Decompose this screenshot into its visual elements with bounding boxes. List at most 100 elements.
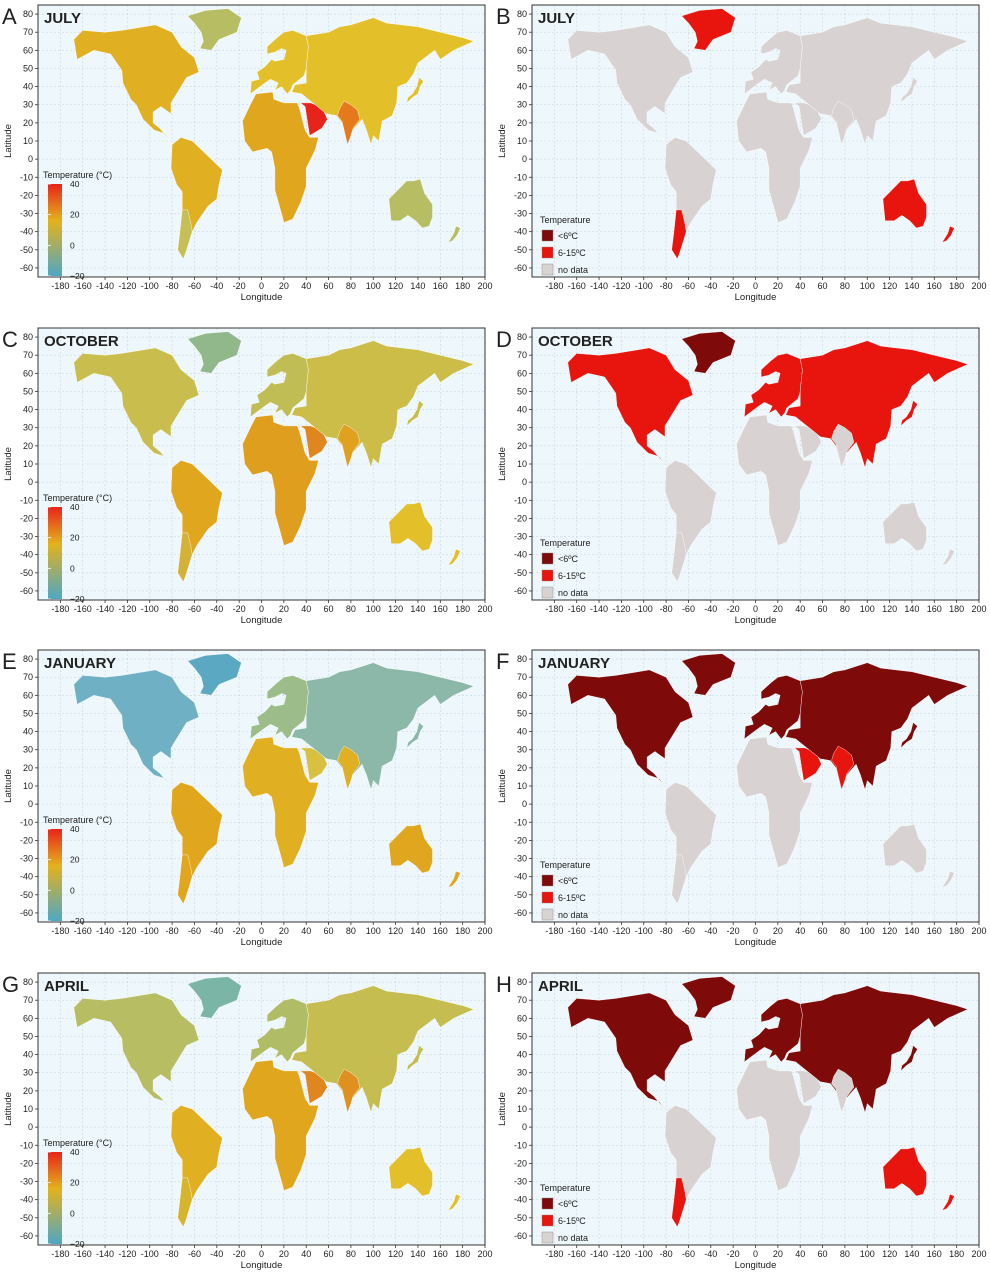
landmass-na bbox=[567, 347, 694, 468]
landmass-au bbox=[388, 501, 433, 552]
x-tick-label: -60 bbox=[188, 1249, 201, 1259]
x-tick-label: 0 bbox=[259, 281, 264, 291]
landmass-greenland bbox=[681, 653, 736, 696]
y-tick-label: 10 bbox=[23, 459, 33, 469]
y-tick-label: 80 bbox=[517, 9, 527, 19]
y-tick-label: 50 bbox=[517, 1031, 527, 1041]
x-tick-label: -40 bbox=[704, 604, 717, 614]
y-tick-label: 60 bbox=[23, 690, 33, 700]
x-tick-label: -80 bbox=[660, 281, 673, 291]
x-tick-label: 0 bbox=[753, 1249, 758, 1259]
y-tick-label: -40 bbox=[514, 550, 527, 560]
x-tick-label: 160 bbox=[927, 1249, 942, 1259]
y-tick-label: 60 bbox=[517, 368, 527, 378]
y-tick-label: 0 bbox=[522, 154, 527, 164]
map-panel-h: H APRIL-60-50-40-30-20-100102030405060708… bbox=[496, 972, 987, 1271]
y-tick-label: -50 bbox=[514, 245, 527, 255]
y-tick-label: 50 bbox=[517, 708, 527, 718]
y-tick-label: -50 bbox=[20, 890, 33, 900]
x-tick-label: 60 bbox=[818, 604, 828, 614]
landmass-ar bbox=[794, 747, 822, 781]
landmasses bbox=[567, 331, 969, 583]
landmass-greenland bbox=[681, 976, 736, 1019]
x-tick-label: 140 bbox=[904, 1249, 919, 1259]
x-tick-label: 120 bbox=[388, 926, 403, 936]
landmass-ar bbox=[794, 425, 822, 459]
y-tick-label: -30 bbox=[514, 854, 527, 864]
landmass-na bbox=[567, 992, 694, 1113]
y-tick-label: 20 bbox=[23, 1086, 33, 1096]
x-tick-label: -120 bbox=[612, 604, 630, 614]
legend-tick-label: 40 bbox=[70, 1147, 80, 1157]
x-tick-label: 140 bbox=[904, 926, 919, 936]
y-tick-label: -30 bbox=[20, 532, 33, 542]
x-tick-label: 100 bbox=[860, 926, 875, 936]
map-panel-e: E JANUARY-60-50-40-30-20-1001020304050607… bbox=[2, 649, 493, 948]
y-tick-label: 10 bbox=[517, 1104, 527, 1114]
x-tick-label: 160 bbox=[927, 281, 942, 291]
x-axis-title: Longitude bbox=[241, 937, 283, 948]
x-tick-label: 140 bbox=[410, 604, 425, 614]
x-tick-label: 100 bbox=[366, 926, 381, 936]
x-tick-label: -160 bbox=[74, 1249, 92, 1259]
x-tick-label: -140 bbox=[96, 1249, 114, 1259]
x-tick-label: 40 bbox=[795, 926, 805, 936]
x-tick-label: -100 bbox=[635, 281, 653, 291]
y-tick-label: -30 bbox=[514, 1177, 527, 1187]
y-tick-label: 10 bbox=[517, 459, 527, 469]
x-axis-title: Longitude bbox=[735, 1260, 777, 1271]
y-tick-label: 70 bbox=[23, 27, 33, 37]
x-tick-label: 120 bbox=[882, 604, 897, 614]
x-tick-label: 100 bbox=[860, 604, 875, 614]
x-tick-label: -100 bbox=[141, 926, 159, 936]
x-tick-label: -120 bbox=[612, 926, 630, 936]
landmass-nz bbox=[447, 870, 461, 888]
x-tick-label: -120 bbox=[612, 281, 630, 291]
x-tick-label: 0 bbox=[259, 604, 264, 614]
legend-swatch bbox=[541, 1214, 554, 1227]
landmasses bbox=[73, 653, 475, 905]
x-tick-label: 200 bbox=[477, 281, 492, 291]
landmass-eu bbox=[744, 353, 803, 418]
panel-title: OCTOBER bbox=[44, 333, 119, 350]
legend-item-label: no data bbox=[558, 588, 588, 598]
y-tick-label: 10 bbox=[23, 781, 33, 791]
map-panel-a: A JULY-60-50-40-30-20-1001020304050607080… bbox=[2, 4, 493, 303]
x-tick-label: -140 bbox=[590, 604, 608, 614]
landmass-as bbox=[291, 985, 475, 1114]
x-tick-label: -120 bbox=[118, 604, 136, 614]
x-tick-label: 20 bbox=[279, 281, 289, 291]
landmass-as bbox=[785, 17, 969, 146]
x-tick-label: 180 bbox=[455, 281, 470, 291]
landmass-af bbox=[736, 91, 813, 223]
y-tick-label: 50 bbox=[23, 1031, 33, 1041]
y-tick-label: -10 bbox=[20, 1140, 33, 1150]
x-tick-label: 180 bbox=[455, 604, 470, 614]
x-tick-label: -140 bbox=[590, 281, 608, 291]
legend-tick-label: −20 bbox=[70, 594, 85, 604]
legend-swatch bbox=[541, 874, 554, 887]
x-tick-label: 80 bbox=[346, 604, 356, 614]
y-tick-label: -10 bbox=[514, 817, 527, 827]
x-tick-label: 200 bbox=[971, 1249, 986, 1259]
x-axis-title: Longitude bbox=[735, 937, 777, 948]
legend-tick-label: 40 bbox=[70, 824, 80, 834]
x-tick-label: -140 bbox=[96, 281, 114, 291]
landmass-af bbox=[242, 414, 319, 546]
x-tick-label: -120 bbox=[612, 1249, 630, 1259]
x-tick-label: 80 bbox=[346, 281, 356, 291]
y-tick-label: 80 bbox=[517, 332, 527, 342]
landmass-sa_south bbox=[671, 209, 687, 260]
y-tick-label: -30 bbox=[20, 209, 33, 219]
landmass-na bbox=[567, 669, 694, 790]
legend-tick-label: −20 bbox=[70, 1239, 85, 1249]
x-tick-label: 40 bbox=[301, 926, 311, 936]
x-tick-label: -100 bbox=[141, 604, 159, 614]
landmass-as bbox=[785, 340, 969, 469]
y-tick-label: 60 bbox=[23, 368, 33, 378]
panel-title: APRIL bbox=[538, 978, 583, 995]
legend-swatch bbox=[541, 1197, 554, 1210]
x-tick-label: 40 bbox=[795, 604, 805, 614]
category-legend: Temperature <6ºC 6-15ºC no data bbox=[540, 215, 591, 276]
panel-title: JANUARY bbox=[538, 655, 610, 672]
